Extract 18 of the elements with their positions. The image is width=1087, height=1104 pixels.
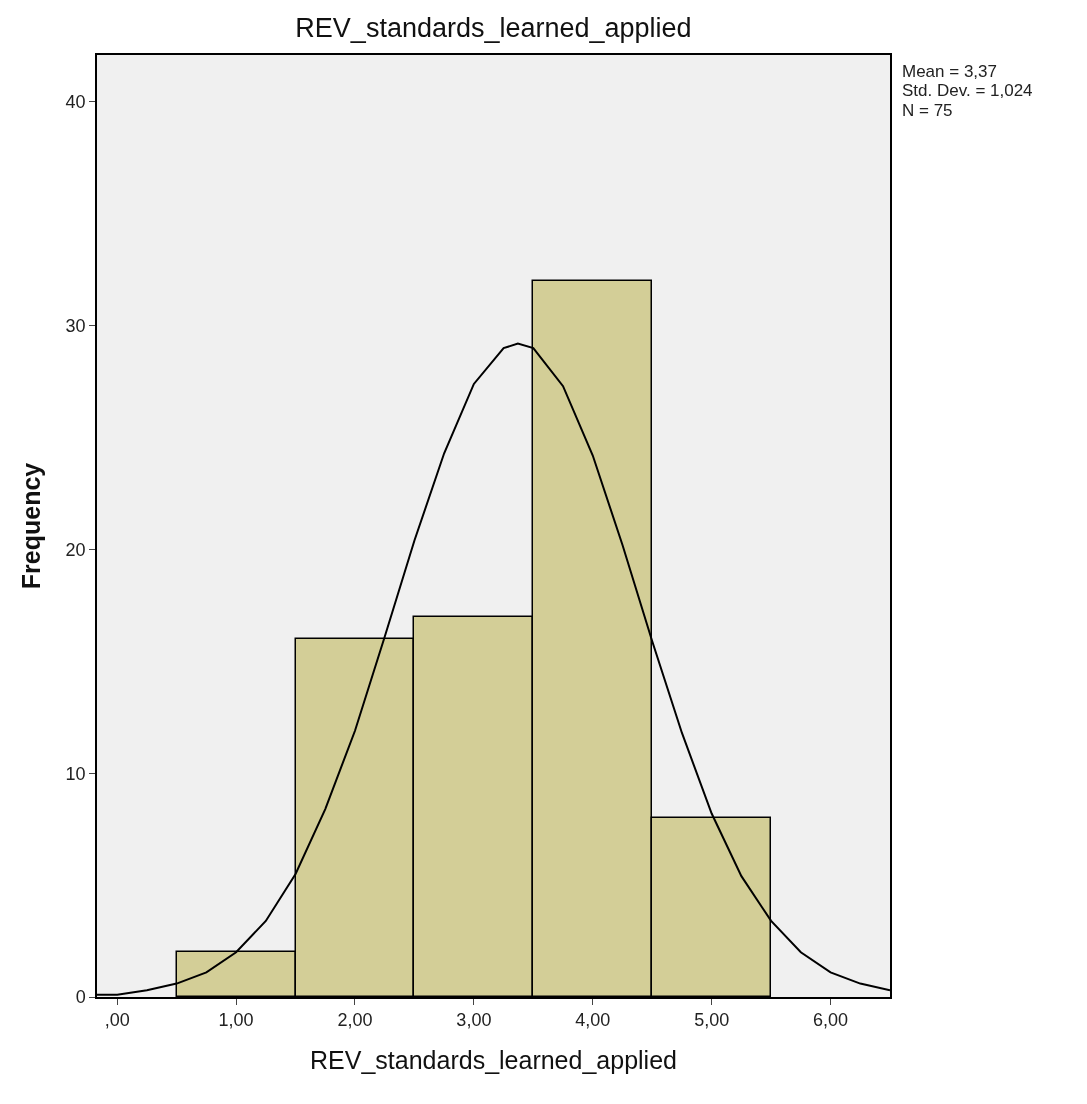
x-tick-label: 2,00 bbox=[337, 1010, 373, 1031]
y-axis-title: Frequency bbox=[16, 462, 45, 590]
x-tick-label: 5,00 bbox=[694, 1010, 730, 1031]
text: Mean = 3,37 bbox=[902, 62, 997, 81]
x-axis-title: REV_standards_learned_applied bbox=[310, 1045, 677, 1074]
chart-title: REV_standards_learned_applied bbox=[295, 13, 692, 44]
y-tick-label: 30 bbox=[65, 316, 86, 337]
x-tick-label: 1,00 bbox=[218, 1010, 254, 1031]
x-tick-label: 3,00 bbox=[456, 1010, 492, 1031]
text: Std. Dev. = 1,024 bbox=[902, 81, 1033, 100]
y-tick-label: 40 bbox=[65, 92, 86, 113]
y-tick-label: 0 bbox=[75, 987, 86, 1008]
y-tick-label: 20 bbox=[65, 539, 86, 560]
x-tick-label: ,00 bbox=[104, 1010, 130, 1031]
x-tick-label: 6,00 bbox=[813, 1010, 849, 1031]
x-tick-label: 4,00 bbox=[575, 1010, 611, 1031]
y-tick-label: 10 bbox=[65, 763, 86, 784]
text: N = 75 bbox=[902, 101, 953, 120]
